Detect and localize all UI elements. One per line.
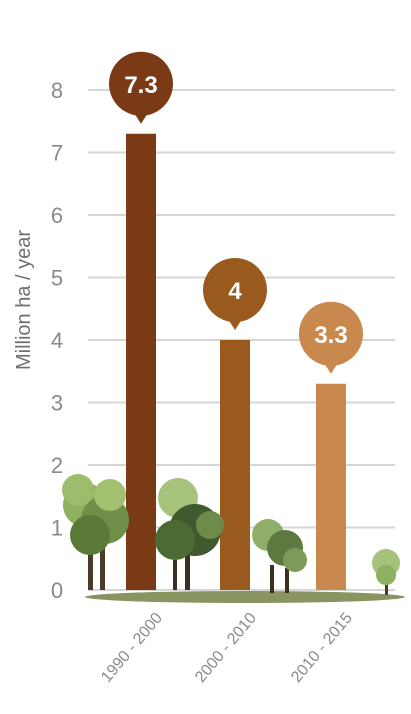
data-labels: 7.3 4 3.3 <box>109 51 363 374</box>
tree-small <box>372 549 400 595</box>
data-label: 3.3 <box>314 322 347 349</box>
x-tick-label: 2010 - 2015 <box>288 610 356 686</box>
bar <box>316 383 346 590</box>
y-tick-label: 8 <box>51 78 63 103</box>
bar <box>126 133 156 590</box>
x-tick-label: 2000 - 2010 <box>192 610 260 686</box>
y-axis-ticks: 0 1 2 3 4 5 6 7 8 <box>51 78 63 603</box>
tree-decoration <box>62 474 405 603</box>
y-tick-label: 4 <box>51 328 63 353</box>
data-label: 7.3 <box>124 72 157 99</box>
y-tick-label: 7 <box>51 141 63 166</box>
y-tick-label: 1 <box>51 516 63 541</box>
bars <box>126 133 346 590</box>
y-tick-label: 2 <box>51 453 63 478</box>
data-label: 4 <box>228 278 242 305</box>
bubble-circle <box>109 51 173 116</box>
y-tick-label: 0 <box>51 578 63 603</box>
y-axis-title: Million ha / year <box>13 230 35 370</box>
y-tick-label: 6 <box>51 203 63 228</box>
x-axis-labels: 1990 - 2000 2000 - 2010 2010 - 2015 <box>98 610 356 686</box>
data-label-bubble: 7.3 <box>109 51 173 124</box>
bubble-circle <box>203 258 267 322</box>
bar <box>220 340 250 590</box>
ground-shadow <box>85 591 405 603</box>
tree-left <box>62 474 129 590</box>
x-tick-label: 1990 - 2000 <box>98 610 166 686</box>
y-tick-label: 3 <box>51 391 63 416</box>
tree-right <box>252 519 307 593</box>
bubble-circle <box>299 301 363 366</box>
data-label-bubble: 4 <box>203 258 267 330</box>
y-tick-label: 5 <box>51 266 63 291</box>
data-label-bubble: 3.3 <box>299 301 363 374</box>
tree-middle <box>155 478 224 590</box>
